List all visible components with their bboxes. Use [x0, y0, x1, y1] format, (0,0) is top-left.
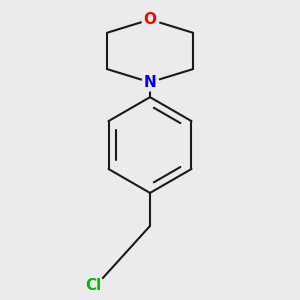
Text: N: N	[144, 75, 156, 90]
Text: Cl: Cl	[86, 278, 102, 293]
Text: O: O	[143, 12, 157, 27]
